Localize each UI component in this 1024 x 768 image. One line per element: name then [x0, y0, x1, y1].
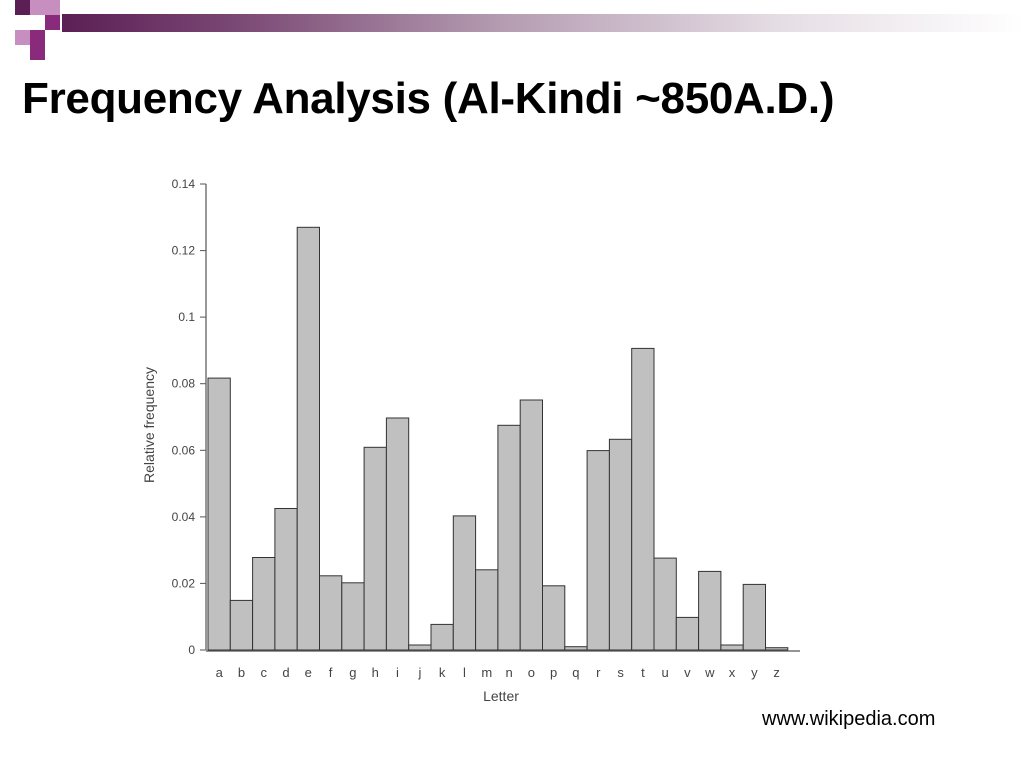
decor-square	[45, 0, 60, 15]
y-tick-label: 0.04	[172, 510, 196, 524]
x-tick-label: w	[704, 665, 715, 680]
x-tick-label: h	[372, 665, 379, 680]
y-tick-label: 0.02	[172, 576, 196, 590]
bar-c	[252, 557, 276, 651]
decor-square	[30, 45, 45, 60]
x-tick-label: s	[617, 665, 624, 680]
title-gradient-bar	[62, 14, 1024, 32]
bar-p	[542, 585, 566, 651]
x-tick-label: q	[572, 665, 579, 680]
x-tick-label: t	[641, 665, 645, 680]
x-tick-label: m	[481, 665, 492, 680]
x-tick-label: i	[396, 665, 399, 680]
x-tick-label: l	[463, 665, 466, 680]
x-tick-label: d	[282, 665, 289, 680]
bar-k	[430, 623, 454, 651]
decor-square	[30, 0, 45, 15]
bar-s	[608, 438, 633, 651]
x-tick-label: b	[238, 665, 245, 680]
bar-v	[675, 616, 700, 651]
source-credit: www.wikipedia.com	[762, 708, 936, 730]
bar-y	[742, 583, 767, 651]
y-tick-label: 0.1	[178, 310, 195, 324]
x-tick-label: u	[661, 665, 668, 680]
x-tick-label: n	[505, 665, 512, 680]
x-tick-label: z	[773, 665, 780, 680]
x-tick-label: g	[349, 665, 356, 680]
x-tick-label: r	[596, 665, 601, 680]
x-tick-label: o	[528, 665, 535, 680]
bar-h	[363, 446, 387, 651]
axes-group: a b c d e f g h i j k l m n o p q r s t u v w x y z 0 0.02 0.04 0.06 0…	[172, 177, 800, 680]
x-tick-label: p	[550, 665, 557, 680]
y-axis-label: Relative frequency	[141, 367, 157, 483]
y-tick-label: 0	[188, 643, 195, 657]
decor-square	[0, 15, 15, 30]
bar-f	[319, 575, 343, 651]
bar-a	[207, 377, 231, 651]
x-tick-label: e	[305, 665, 312, 680]
bar-d	[274, 508, 298, 651]
bar-w	[698, 570, 722, 651]
bar-t	[631, 347, 655, 651]
bar-i	[385, 417, 410, 651]
bar-n	[497, 424, 521, 651]
x-tick-label: k	[439, 665, 446, 680]
bar-u	[653, 557, 677, 651]
x-tick-label: c	[261, 665, 268, 680]
x-tick-label: f	[329, 665, 333, 680]
x-axis-label: Letter	[483, 688, 519, 704]
decor-square	[15, 0, 30, 15]
bar-e	[296, 226, 321, 651]
x-tick-label: j	[417, 665, 421, 680]
x-tick-label: y	[751, 665, 758, 680]
x-tick-label: a	[216, 665, 224, 680]
bar-z	[765, 647, 789, 651]
y-tick-label: 0.14	[172, 177, 196, 191]
bar-r	[586, 450, 610, 651]
bar-x	[720, 644, 744, 651]
decor-square	[45, 15, 60, 30]
bar-g	[341, 582, 365, 651]
decor-square	[30, 30, 45, 45]
y-tick-label: 0.06	[172, 443, 196, 457]
bar-m	[475, 569, 499, 651]
decor-square	[15, 30, 30, 45]
bar-q	[564, 646, 588, 651]
bar-l	[452, 515, 477, 651]
y-tick-label: 0.12	[172, 244, 196, 258]
bars-group	[207, 226, 789, 651]
x-tick-label: v	[684, 665, 691, 680]
x-tick-label: x	[729, 665, 736, 680]
title-decoration	[0, 0, 1024, 64]
bar-j	[408, 644, 432, 651]
y-tick-label: 0.08	[172, 377, 196, 391]
bar-o	[519, 399, 544, 651]
bar-b	[229, 599, 254, 651]
slide-title: Frequency Analysis (Al-Kindi ~850A.D.)	[22, 74, 835, 123]
